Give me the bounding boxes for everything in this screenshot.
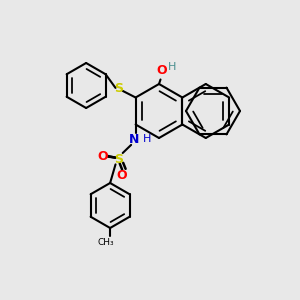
Text: N: N	[129, 133, 139, 146]
Text: CH₃: CH₃	[97, 238, 114, 247]
Text: O: O	[157, 64, 167, 77]
Text: S: S	[115, 82, 124, 95]
Text: S: S	[115, 152, 124, 166]
Text: H: H	[168, 62, 177, 73]
Text: H: H	[142, 134, 151, 145]
Text: O: O	[97, 149, 108, 163]
Text: O: O	[117, 169, 128, 182]
